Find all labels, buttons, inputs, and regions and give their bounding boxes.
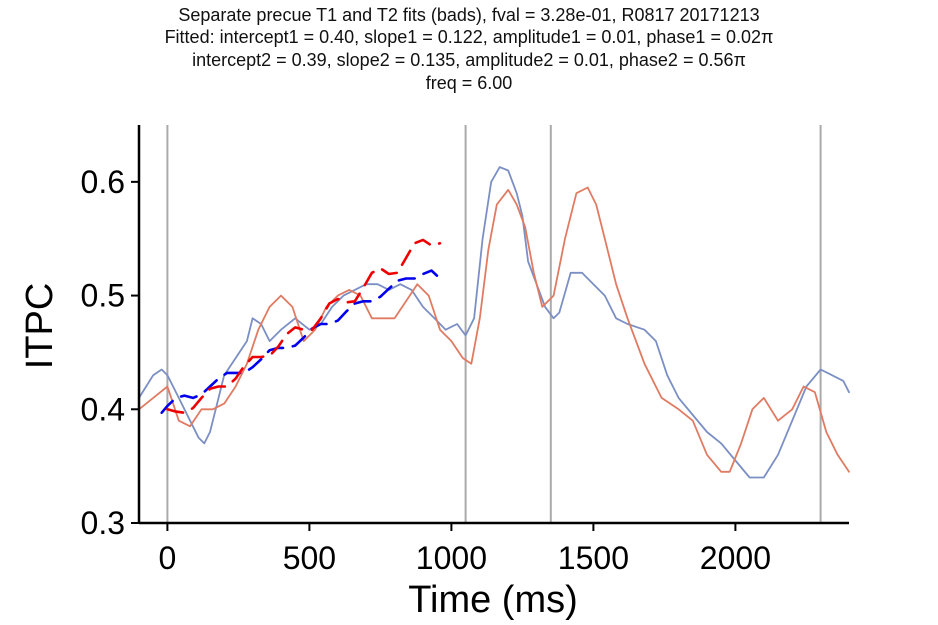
x-axis-label: Time (ms): [408, 579, 578, 621]
x-tick-label-2: 1000: [416, 540, 487, 576]
x-tick-label-4: 2000: [700, 540, 771, 576]
series-layer: [138, 166, 850, 479]
axes: 0 500 1000 1500 2000 0.3 0.4 0.5 0.6: [81, 125, 849, 576]
series-line-t1-fit: [160, 269, 442, 415]
chart-title-line-4: freq = 6.00: [425, 73, 513, 93]
y-tick-label-1: 0.4: [81, 391, 125, 427]
y-tick-label-3: 0.6: [81, 164, 125, 200]
series-line-t2-itpc: [138, 186, 850, 473]
event-markers: [166, 125, 822, 523]
y-tick-label-0: 0.3: [81, 505, 125, 541]
x-tick-label-3: 1500: [558, 540, 629, 576]
chart-title-line-3: intercept2 = 0.39, slope2 = 0.135, ampli…: [192, 50, 746, 70]
series-line-t1-itpc: [138, 166, 850, 479]
chart-title-line-1: Separate precue T1 and T2 fits (bads), f…: [178, 5, 760, 25]
x-tick-label-1: 500: [283, 540, 336, 576]
y-tick-label-2: 0.5: [81, 278, 125, 314]
y-axis-label: ITPC: [19, 283, 61, 370]
series-line-t2-fit: [166, 238, 442, 415]
x-tick-label-0: 0: [159, 540, 177, 576]
chart-title-line-2: Fitted: intercept1 = 0.40, slope1 = 0.12…: [164, 27, 774, 47]
